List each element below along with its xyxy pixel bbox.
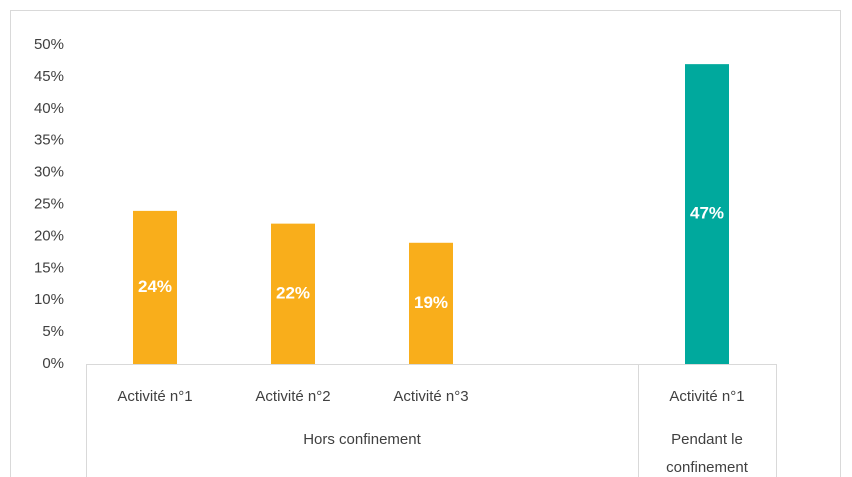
x-tick-label: Activité n°1 bbox=[669, 388, 744, 405]
y-tick-label: 20% bbox=[34, 227, 64, 244]
bar bbox=[409, 242, 453, 364]
bar bbox=[685, 64, 729, 364]
data-label: 19% bbox=[414, 293, 448, 312]
chart-border bbox=[10, 10, 841, 477]
x-tick-label: Activité n°2 bbox=[255, 388, 330, 405]
group-label: Pendant le confinement bbox=[666, 431, 748, 476]
y-tick-label: 25% bbox=[34, 195, 64, 212]
y-tick-label: 30% bbox=[34, 164, 64, 181]
y-tick-label: 15% bbox=[34, 259, 64, 276]
y-tick-label: 35% bbox=[34, 132, 64, 149]
group-label: Hors confinement bbox=[303, 431, 421, 448]
y-tick-label: 40% bbox=[34, 100, 64, 117]
y-tick-label: 0% bbox=[42, 355, 64, 372]
data-label: 47% bbox=[690, 204, 724, 223]
y-tick-label: 50% bbox=[34, 36, 64, 53]
x-tick-label: Activité n°1 bbox=[117, 388, 192, 405]
y-tick-label: 45% bbox=[34, 68, 64, 85]
bar bbox=[133, 210, 177, 364]
y-tick-label: 5% bbox=[42, 323, 64, 340]
bar bbox=[271, 223, 315, 364]
data-label: 24% bbox=[138, 277, 172, 296]
y-tick-label: 10% bbox=[34, 291, 64, 308]
x-tick-label: Activité n°3 bbox=[393, 388, 468, 405]
data-label: 22% bbox=[276, 283, 310, 302]
